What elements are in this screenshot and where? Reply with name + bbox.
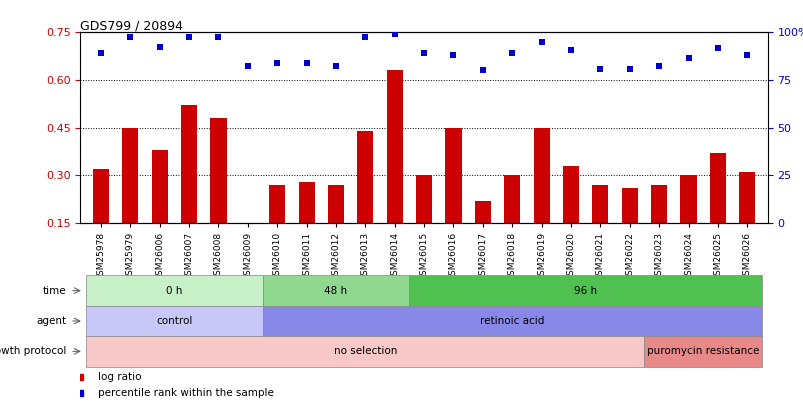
Point <box>124 34 137 40</box>
Bar <box>533 128 549 223</box>
Text: retinoic acid: retinoic acid <box>479 316 544 326</box>
Text: 96 h: 96 h <box>573 286 597 296</box>
Bar <box>298 181 314 223</box>
Point <box>182 34 195 40</box>
Point <box>418 50 430 56</box>
Bar <box>152 150 168 223</box>
Text: puromycin resistance: puromycin resistance <box>646 346 759 356</box>
Bar <box>445 128 461 223</box>
Bar <box>650 185 666 223</box>
Bar <box>86 306 263 336</box>
Point <box>300 59 312 66</box>
Text: control: control <box>156 316 193 326</box>
Text: log ratio: log ratio <box>97 372 141 382</box>
Point <box>271 59 283 66</box>
Point <box>740 51 752 58</box>
Text: growth protocol: growth protocol <box>0 346 67 356</box>
Point <box>446 51 459 58</box>
Bar <box>263 275 409 306</box>
Text: time: time <box>43 286 67 296</box>
Bar <box>86 336 644 367</box>
Point <box>388 31 401 37</box>
Point <box>358 34 371 40</box>
Bar <box>415 175 432 223</box>
Bar <box>328 185 344 223</box>
Bar <box>738 172 754 223</box>
Bar <box>562 166 578 223</box>
Bar <box>709 153 725 223</box>
Point <box>476 67 489 74</box>
Bar <box>93 169 109 223</box>
Point <box>505 50 518 56</box>
Point <box>681 55 694 61</box>
Bar <box>503 175 520 223</box>
Text: no selection: no selection <box>333 346 397 356</box>
Bar <box>357 131 373 223</box>
Point <box>95 50 108 56</box>
Point <box>241 62 254 69</box>
Bar <box>592 185 608 223</box>
Point <box>652 62 665 69</box>
Point <box>329 62 342 69</box>
Text: 0 h: 0 h <box>166 286 182 296</box>
Text: agent: agent <box>36 316 67 326</box>
Bar <box>475 200 491 223</box>
Point <box>593 66 606 72</box>
Bar <box>122 128 138 223</box>
Bar <box>210 118 226 223</box>
Bar <box>86 275 263 306</box>
Point <box>711 45 724 51</box>
Text: 48 h: 48 h <box>324 286 347 296</box>
Bar <box>621 188 637 223</box>
Point <box>212 34 225 40</box>
Point <box>535 38 548 45</box>
Bar <box>269 185 285 223</box>
Bar <box>181 105 197 223</box>
Bar <box>679 175 695 223</box>
Bar <box>263 306 761 336</box>
Point <box>622 66 635 72</box>
Point <box>153 43 166 50</box>
Point <box>564 47 577 53</box>
Bar <box>644 336 761 367</box>
Text: GDS799 / 20894: GDS799 / 20894 <box>80 19 183 32</box>
Text: percentile rank within the sample: percentile rank within the sample <box>97 388 273 398</box>
Bar <box>386 70 402 223</box>
Bar <box>409 275 761 306</box>
